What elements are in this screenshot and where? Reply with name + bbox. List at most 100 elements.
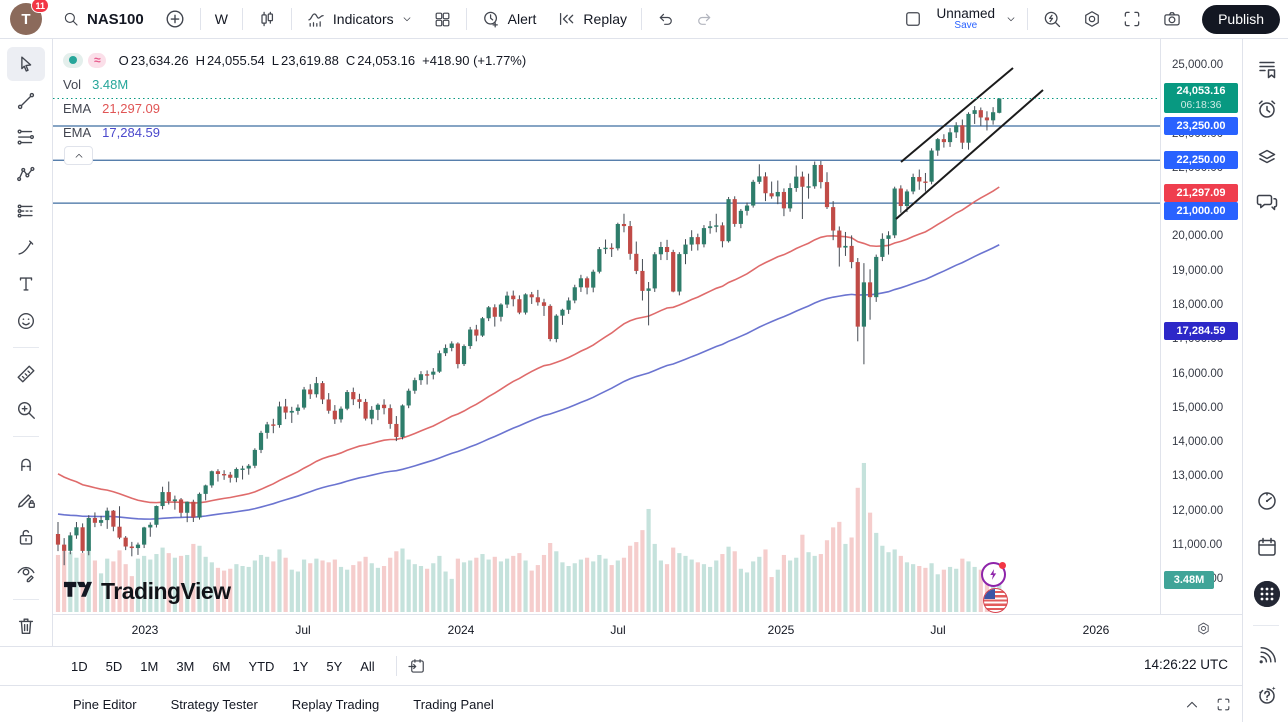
hline-label[interactable]: 22,250.00	[1164, 151, 1238, 170]
sidebar-chat[interactable]	[1254, 188, 1280, 214]
tool-magnet[interactable]	[7, 446, 45, 480]
tool-drawing-mode[interactable]	[7, 483, 45, 517]
go-to-date-button[interactable]	[407, 657, 426, 676]
range-ytd[interactable]: YTD	[248, 658, 275, 674]
ema-fast-label[interactable]: 21,297.09	[1164, 183, 1238, 202]
price-tick: 20,000.00	[1172, 230, 1224, 243]
volume-label[interactable]: 3.48M	[1164, 571, 1214, 589]
market-status-icon[interactable]	[63, 52, 83, 68]
volume-label: Vol	[63, 76, 82, 92]
avatar-letter: T	[21, 10, 31, 28]
quick-search-button[interactable]	[1032, 4, 1072, 34]
panel-expand-chevron[interactable]	[1183, 696, 1201, 714]
tool-fib-retracement[interactable]	[7, 120, 45, 154]
ema-fast-legend-row[interactable]: EMA 21,297.09	[63, 96, 528, 120]
toolbar-separator	[395, 656, 397, 676]
cursor-icon	[15, 53, 37, 75]
undo-button[interactable]	[646, 4, 685, 34]
tool-zoom-in[interactable]	[7, 394, 45, 428]
chart-type-button[interactable]	[247, 4, 287, 34]
toolbar-separator	[241, 8, 243, 30]
search-icon	[62, 10, 80, 28]
sidebar-alerts-clock[interactable]	[1254, 96, 1280, 122]
ema-slow-label[interactable]: 17,284.59	[1164, 321, 1238, 340]
panel-maximize-button[interactable]	[1215, 696, 1232, 713]
tool-xabcd-pattern[interactable]	[7, 157, 45, 191]
price-scale[interactable]: 25,000.0023,000.0022,000.0020,000.0019,0…	[1160, 39, 1242, 614]
ema-slow-value: 17,284.59	[102, 124, 161, 140]
layout-menu-chevron[interactable]	[999, 4, 1023, 34]
hline-label[interactable]: 21,000.00	[1164, 202, 1238, 221]
layout-button[interactable]	[893, 4, 933, 34]
time-label: 2023	[131, 623, 159, 637]
price-chart[interactable]	[53, 39, 1160, 614]
tool-trash[interactable]	[7, 609, 45, 643]
redo-button[interactable]	[685, 4, 724, 34]
us-market-flag-icon[interactable]	[983, 588, 1008, 613]
save-layout-widget[interactable]: Unnamed Save	[933, 6, 1000, 32]
range-all[interactable]: All	[360, 658, 375, 674]
range-1y[interactable]: 1Y	[292, 658, 309, 674]
save-label[interactable]: Save	[954, 19, 978, 31]
fullscreen-button[interactable]	[1112, 4, 1152, 34]
indicators-button[interactable]: Indicators	[296, 4, 423, 34]
publish-button[interactable]: Publish	[1202, 4, 1280, 34]
sidebar-broadcast[interactable]	[1254, 643, 1280, 669]
delayed-data-icon[interactable]: ≈	[88, 52, 106, 68]
tool-emoji[interactable]	[7, 304, 45, 338]
range-6m[interactable]: 6M	[212, 658, 231, 674]
tool-brush[interactable]	[7, 231, 45, 265]
tool-hide-drawings[interactable]	[7, 557, 45, 591]
indicator-templates-button[interactable]	[423, 4, 462, 34]
price-tick: 25,000.00	[1172, 59, 1224, 71]
tool-cursor[interactable]	[7, 47, 45, 81]
ema-slow-legend-row[interactable]: EMA 17,284.59	[63, 120, 528, 144]
alert-button[interactable]: Alert	[471, 4, 547, 34]
utc-clock[interactable]: 14:26:22 UTC	[1143, 657, 1228, 672]
sidebar-watchlist[interactable]	[1254, 56, 1280, 82]
sidebar-help[interactable]	[1254, 682, 1280, 708]
tool-text[interactable]	[7, 267, 45, 301]
alert-clock-icon	[481, 9, 501, 29]
tab-pine-editor[interactable]: Pine Editor	[73, 696, 137, 712]
add-symbol-button[interactable]	[154, 4, 196, 34]
interval-button[interactable]: W	[205, 4, 238, 34]
user-avatar[interactable]: T 11	[10, 0, 49, 35]
toolbar-divider	[13, 346, 39, 348]
snapshot-button[interactable]	[1152, 4, 1192, 34]
replay-button[interactable]: Replay	[546, 4, 637, 34]
last-price-countdown[interactable]: 24,053.16 06:18:36	[1164, 83, 1238, 114]
range-5y[interactable]: 5Y	[326, 658, 343, 674]
long-position-icon	[15, 200, 37, 222]
scale-settings-gear-icon[interactable]	[1196, 621, 1211, 636]
spark-trade-icon[interactable]	[981, 562, 1006, 587]
range-1d[interactable]: 1D	[71, 658, 88, 674]
symbol-search-button[interactable]: NAS100	[52, 4, 154, 34]
low-label: L	[271, 52, 280, 68]
change-value: +418.90 (+1.77%)	[422, 52, 527, 68]
time-scale[interactable]: 2023 Jul 2024 Jul 2025 Jul 2026	[53, 614, 1242, 646]
sidebar-apps-grid[interactable]	[1254, 581, 1280, 607]
tool-trend-line[interactable]	[7, 84, 45, 118]
sidebar-economic-calendar[interactable]	[1254, 534, 1280, 560]
tab-strategy-tester[interactable]: Strategy Tester	[170, 696, 258, 712]
range-1m[interactable]: 1M	[140, 658, 159, 674]
range-3m[interactable]: 3M	[176, 658, 195, 674]
symbol-legend-row[interactable]: ≈ O 23,634.26 H 24,055.54 L 23,619.88 C 24,053.…	[63, 48, 528, 72]
sidebar-object-tree[interactable]	[1254, 144, 1280, 170]
tool-ruler[interactable]	[7, 357, 45, 391]
range-5d[interactable]: 5D	[105, 658, 123, 674]
help-icon	[1255, 683, 1279, 707]
tab-trading-panel[interactable]: Trading Panel	[413, 696, 494, 712]
legend-collapse-button[interactable]	[64, 146, 93, 165]
quick-search-icon	[1042, 9, 1062, 29]
hline-label[interactable]: 23,250.00	[1164, 117, 1238, 135]
sidebar-screener[interactable]	[1254, 488, 1280, 514]
tool-long-position[interactable]	[7, 194, 45, 228]
tool-lock-all[interactable]	[7, 520, 45, 554]
tab-replay-trading[interactable]: Replay Trading	[291, 696, 380, 712]
volume-legend-row[interactable]: Vol 3.48M	[63, 72, 528, 96]
settings-button[interactable]	[1072, 4, 1112, 34]
high-label: H	[195, 52, 205, 68]
toolbar-separator	[1027, 8, 1029, 30]
